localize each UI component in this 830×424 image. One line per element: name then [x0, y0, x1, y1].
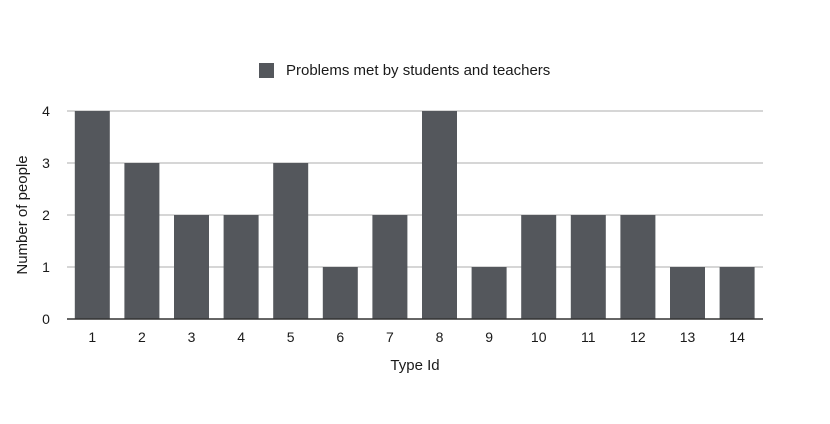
bar [521, 215, 557, 319]
bars [74, 111, 755, 319]
bar [620, 215, 656, 319]
y-tick-label: 3 [42, 155, 50, 171]
x-tick-label: 3 [188, 329, 196, 345]
bar [124, 163, 160, 319]
bar [471, 267, 507, 319]
y-tick-label: 4 [42, 103, 50, 119]
x-tick-label: 1 [88, 329, 96, 345]
x-tick-label: 8 [436, 329, 444, 345]
bar [74, 111, 110, 319]
bar [223, 215, 259, 319]
x-axis-title: Type Id [390, 357, 439, 374]
x-tick-label: 5 [287, 329, 295, 345]
bar [174, 215, 209, 319]
bar [422, 111, 457, 319]
y-axis-title: Number of people [14, 155, 31, 274]
x-tick-label: 11 [581, 329, 596, 345]
y-tick-labels: 0 1 2 3 4 [42, 103, 50, 327]
bar [273, 163, 309, 319]
bar [322, 267, 358, 319]
x-tick-label: 7 [386, 329, 394, 345]
bar [719, 267, 755, 319]
x-tick-label: 14 [729, 329, 745, 345]
x-tick-label: 9 [485, 329, 493, 345]
x-tick-label: 12 [630, 329, 646, 345]
x-tick-label: 4 [237, 329, 245, 345]
bar [372, 215, 408, 319]
legend-swatch [259, 62, 274, 78]
x-tick-label: 6 [336, 329, 344, 345]
x-tick-label: 10 [531, 329, 547, 345]
y-tick-label: 1 [42, 259, 50, 275]
y-tick-label: 2 [42, 207, 50, 223]
y-tick-label: 0 [42, 311, 50, 327]
gridlines [67, 110, 763, 268]
x-tick-label: 13 [680, 329, 696, 345]
x-tick-label: 2 [138, 329, 146, 345]
x-tick-labels: 1 2 3 4 5 6 7 8 9 10 11 12 13 14 [88, 329, 745, 345]
bar [570, 215, 606, 319]
legend: Problems met by students and teachers [259, 60, 550, 80]
bar [670, 267, 705, 319]
legend-label: Problems met by students and teachers [286, 61, 551, 79]
